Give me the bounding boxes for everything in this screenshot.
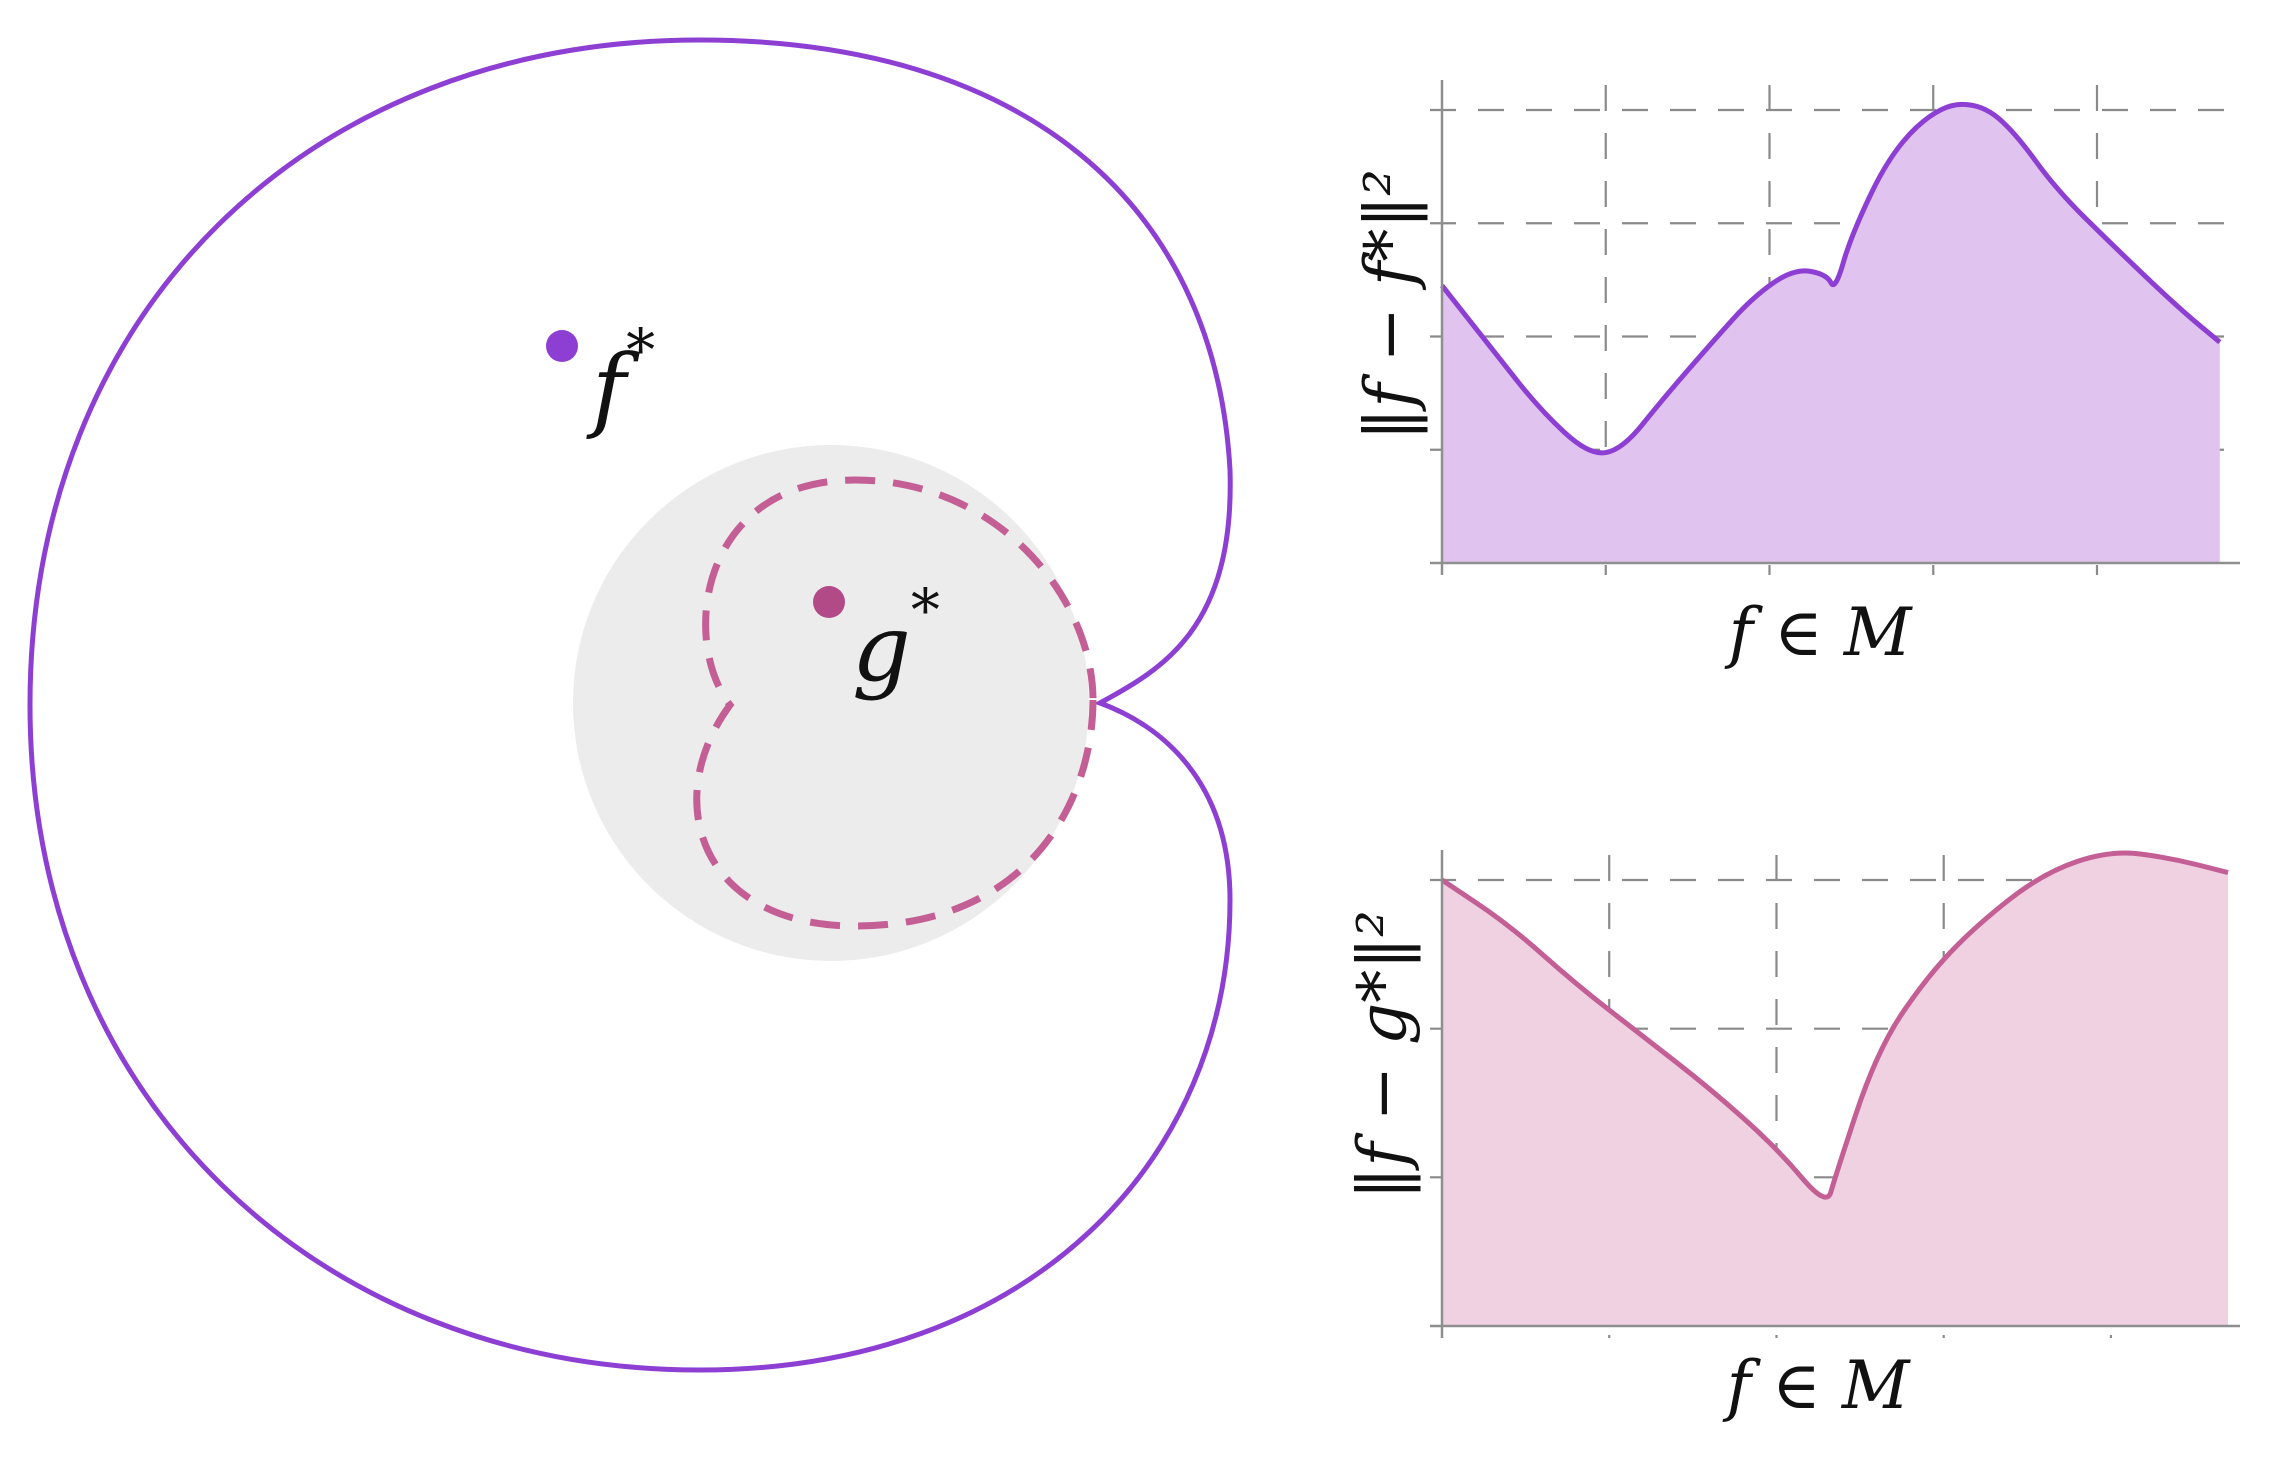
top-plot-axes <box>1430 80 2240 575</box>
f-star-point <box>546 330 578 362</box>
bottom-plot-ylabel: ‖f − g*‖² <box>1344 910 1421 1199</box>
g-star-label: g* <box>852 576 940 702</box>
top-plot-ylabel: ‖f − f*‖² <box>1351 169 1428 441</box>
outer-cardioid-boundary <box>27 37 1233 1373</box>
top-plot-axis-lines <box>1430 80 2240 575</box>
bottom-plot-axis-lines <box>1430 850 2240 1338</box>
top-plot-curve <box>1440 101 2222 456</box>
left-diagram: f* g* <box>27 37 1233 1373</box>
bottom-plot: f ∈ M ‖f − g*‖² <box>1344 850 2240 1424</box>
bottom-plot-xlabel: f ∈ M <box>1722 1347 1911 1424</box>
g-star-letter: g <box>852 595 911 702</box>
f-star-asterisk: * <box>626 316 655 384</box>
bottom-plot-curve <box>1440 850 2229 1200</box>
bottom-plot-area <box>1442 853 2228 1326</box>
bottom-plot-axes <box>1430 850 2240 1338</box>
top-plot: f ∈ M ‖f − f*‖² <box>1351 80 2240 671</box>
g-star-asterisk: * <box>911 576 940 644</box>
top-plot-area <box>1442 104 2220 564</box>
top-plot-xlabel: f ∈ M <box>1724 594 1913 671</box>
f-star-label: f* <box>586 316 655 442</box>
shaded-ball <box>573 445 1089 961</box>
g-star-point <box>813 586 845 618</box>
inner-dashed-cardioid <box>693 476 1097 930</box>
